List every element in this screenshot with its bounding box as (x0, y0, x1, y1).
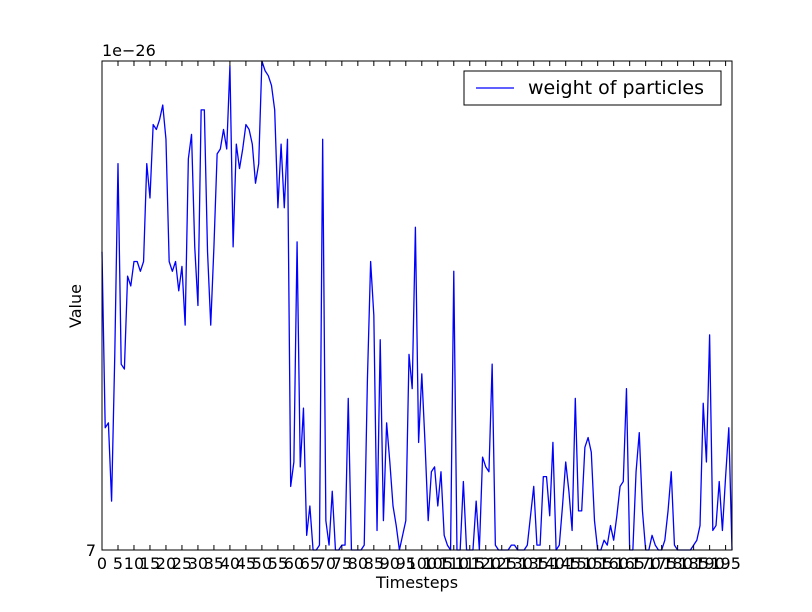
x-tick-label: 50 (252, 554, 272, 573)
series-line-0 (101, 60, 733, 551)
x-tick-label: 65 (300, 554, 320, 573)
x-tick-label: 195 (710, 554, 741, 573)
x-tick-label: 70 (316, 554, 336, 573)
y-tick-label: 7 (86, 541, 96, 560)
x-tick-label: 145 (550, 554, 581, 573)
x-tick-label: 35 (204, 554, 224, 573)
x-tick-label: 60 (284, 554, 304, 573)
x-tick-label: 190 (694, 554, 725, 573)
y-axis: 7 (86, 60, 732, 560)
x-tick-label: 0 (97, 554, 107, 573)
x-tick-label: 155 (582, 554, 613, 573)
x-tick-label: 75 (332, 554, 352, 573)
x-tick-label: 5 (113, 554, 123, 573)
x-tick-label: 180 (662, 554, 693, 573)
x-tick-label: 130 (502, 554, 533, 573)
x-axis: 0 5 10152025303540455055606570758085909510… (97, 61, 741, 573)
x-tick-label: 95 (396, 554, 416, 573)
x-tick-label: 25 (172, 554, 192, 573)
y-axis-label: Value (66, 284, 85, 328)
x-tick-label: 120 (470, 554, 501, 573)
plot-frame (101, 60, 733, 551)
x-tick-label: 30 (188, 554, 208, 573)
x-tick-label: 40 (220, 554, 240, 573)
x-tick-label: 140 (534, 554, 565, 573)
x-tick-label: 15 (140, 554, 160, 573)
x-tick-label: 110 (439, 554, 470, 573)
x-tick-label: 160 (598, 554, 629, 573)
x-tick-label: 55 (268, 554, 288, 573)
series-layer (101, 60, 733, 551)
x-tick-label: 10 (124, 554, 144, 573)
x-tick-label: 100 (407, 554, 438, 573)
x-tick-label: 135 (518, 554, 549, 573)
x-tick-label: 105 (423, 554, 454, 573)
legend: weight of particles (463, 70, 722, 106)
x-tick-label: 20 (156, 554, 176, 573)
x-tick-label: 85 (364, 554, 384, 573)
x-tick-label: 175 (646, 554, 677, 573)
x-tick-label: 115 (454, 554, 485, 573)
x-tick-label: 165 (614, 554, 645, 573)
x-axis-label: Timesteps (375, 573, 458, 592)
x-tick-label: 45 (236, 554, 256, 573)
x-tick-label: 125 (486, 554, 517, 573)
y-offset-text: 1e−26 (102, 41, 156, 60)
legend-label: weight of particles (528, 77, 704, 99)
x-tick-label: 170 (630, 554, 661, 573)
x-tick-label: 80 (348, 554, 368, 573)
x-tick-label: 150 (566, 554, 597, 573)
x-tick-label: 185 (678, 554, 709, 573)
x-tick-label: 90 (380, 554, 400, 573)
